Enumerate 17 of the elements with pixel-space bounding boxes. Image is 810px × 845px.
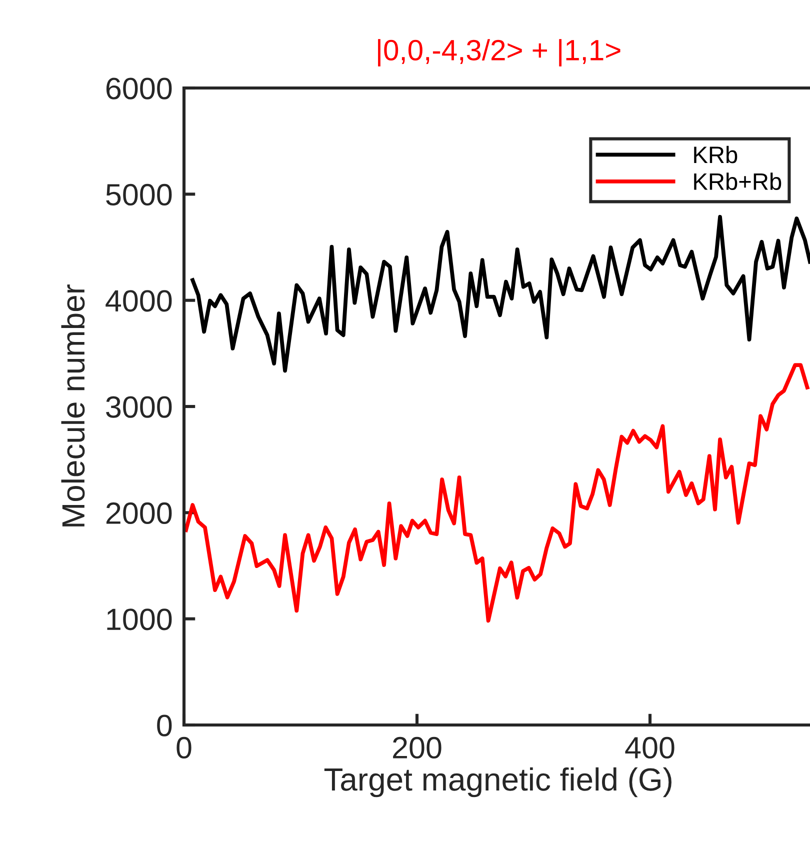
y-tick-label: 6000: [106, 78, 172, 100]
line-series: [184, 363, 810, 623]
x-axis-title: Target magnetic field (G): [324, 767, 672, 798]
x-tick-label: 200: [393, 736, 442, 759]
y-tick-label: 3000: [106, 396, 172, 418]
y-axis-title: Molecule number: [61, 284, 85, 526]
chart-title: |0,0,-4,3/2> + |1,1>: [378, 39, 620, 66]
y-tick-label: 2000: [106, 502, 172, 524]
line-series: [190, 214, 810, 373]
y-tick-label: 1000: [107, 608, 172, 630]
y-tick-label: 5000: [106, 184, 172, 206]
legend-label: KRb: [694, 146, 738, 164]
y-tick-label: 0: [157, 714, 172, 736]
x-tick-label: 0: [176, 736, 192, 759]
y-tick-label: 4000: [106, 290, 172, 312]
x-tick-label: 400: [625, 736, 674, 759]
legend-label: KRb+Rb: [694, 172, 782, 190]
